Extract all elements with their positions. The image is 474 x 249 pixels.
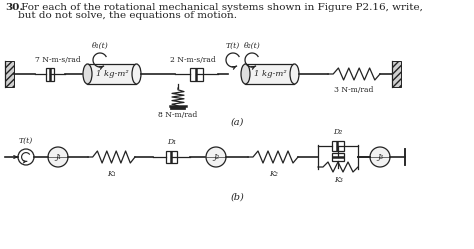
Text: θ₂(t): θ₂(t) xyxy=(244,42,260,50)
Text: 1 kg-m²: 1 kg-m² xyxy=(96,70,128,78)
Text: (a): (a) xyxy=(230,118,244,126)
Text: 8 N-m/rad: 8 N-m/rad xyxy=(158,111,198,119)
Bar xyxy=(5,61,14,87)
Ellipse shape xyxy=(241,64,250,84)
Text: K₁: K₁ xyxy=(107,170,115,178)
Circle shape xyxy=(48,147,68,167)
Text: T(t): T(t) xyxy=(19,137,33,145)
Text: θ₁(t): θ₁(t) xyxy=(91,42,109,50)
Ellipse shape xyxy=(132,64,141,84)
Text: D₂: D₂ xyxy=(333,128,343,136)
Bar xyxy=(392,61,401,87)
Text: K₂: K₂ xyxy=(269,170,277,178)
Bar xyxy=(191,67,202,80)
Text: 30.: 30. xyxy=(5,3,23,12)
FancyBboxPatch shape xyxy=(246,64,294,84)
Text: J₃: J₃ xyxy=(377,153,383,161)
Text: 7 N-m-s/rad: 7 N-m-s/rad xyxy=(35,56,81,64)
Text: 1 kg-m²: 1 kg-m² xyxy=(254,70,286,78)
Text: D₁: D₁ xyxy=(167,138,176,146)
Circle shape xyxy=(370,147,390,167)
Text: J₂: J₂ xyxy=(213,153,219,161)
Text: J₁: J₁ xyxy=(55,153,61,161)
Bar xyxy=(332,141,344,151)
Ellipse shape xyxy=(83,64,92,84)
Bar xyxy=(46,67,54,80)
Text: (b): (b) xyxy=(230,192,244,201)
Bar xyxy=(332,153,344,161)
Text: but do not solve, the equations of motion.: but do not solve, the equations of motio… xyxy=(18,11,237,20)
FancyBboxPatch shape xyxy=(88,64,137,84)
Text: K₃: K₃ xyxy=(334,176,342,184)
Ellipse shape xyxy=(290,64,299,84)
Text: 3 N-m/rad: 3 N-m/rad xyxy=(334,86,374,94)
Circle shape xyxy=(206,147,226,167)
Text: T(t): T(t) xyxy=(226,42,240,50)
Text: 2 N-m-s/rad: 2 N-m-s/rad xyxy=(170,56,216,64)
Text: For each of the rotational mechanical systems shown in Figure P2.16, write,: For each of the rotational mechanical sy… xyxy=(18,3,423,12)
Bar xyxy=(166,151,177,163)
